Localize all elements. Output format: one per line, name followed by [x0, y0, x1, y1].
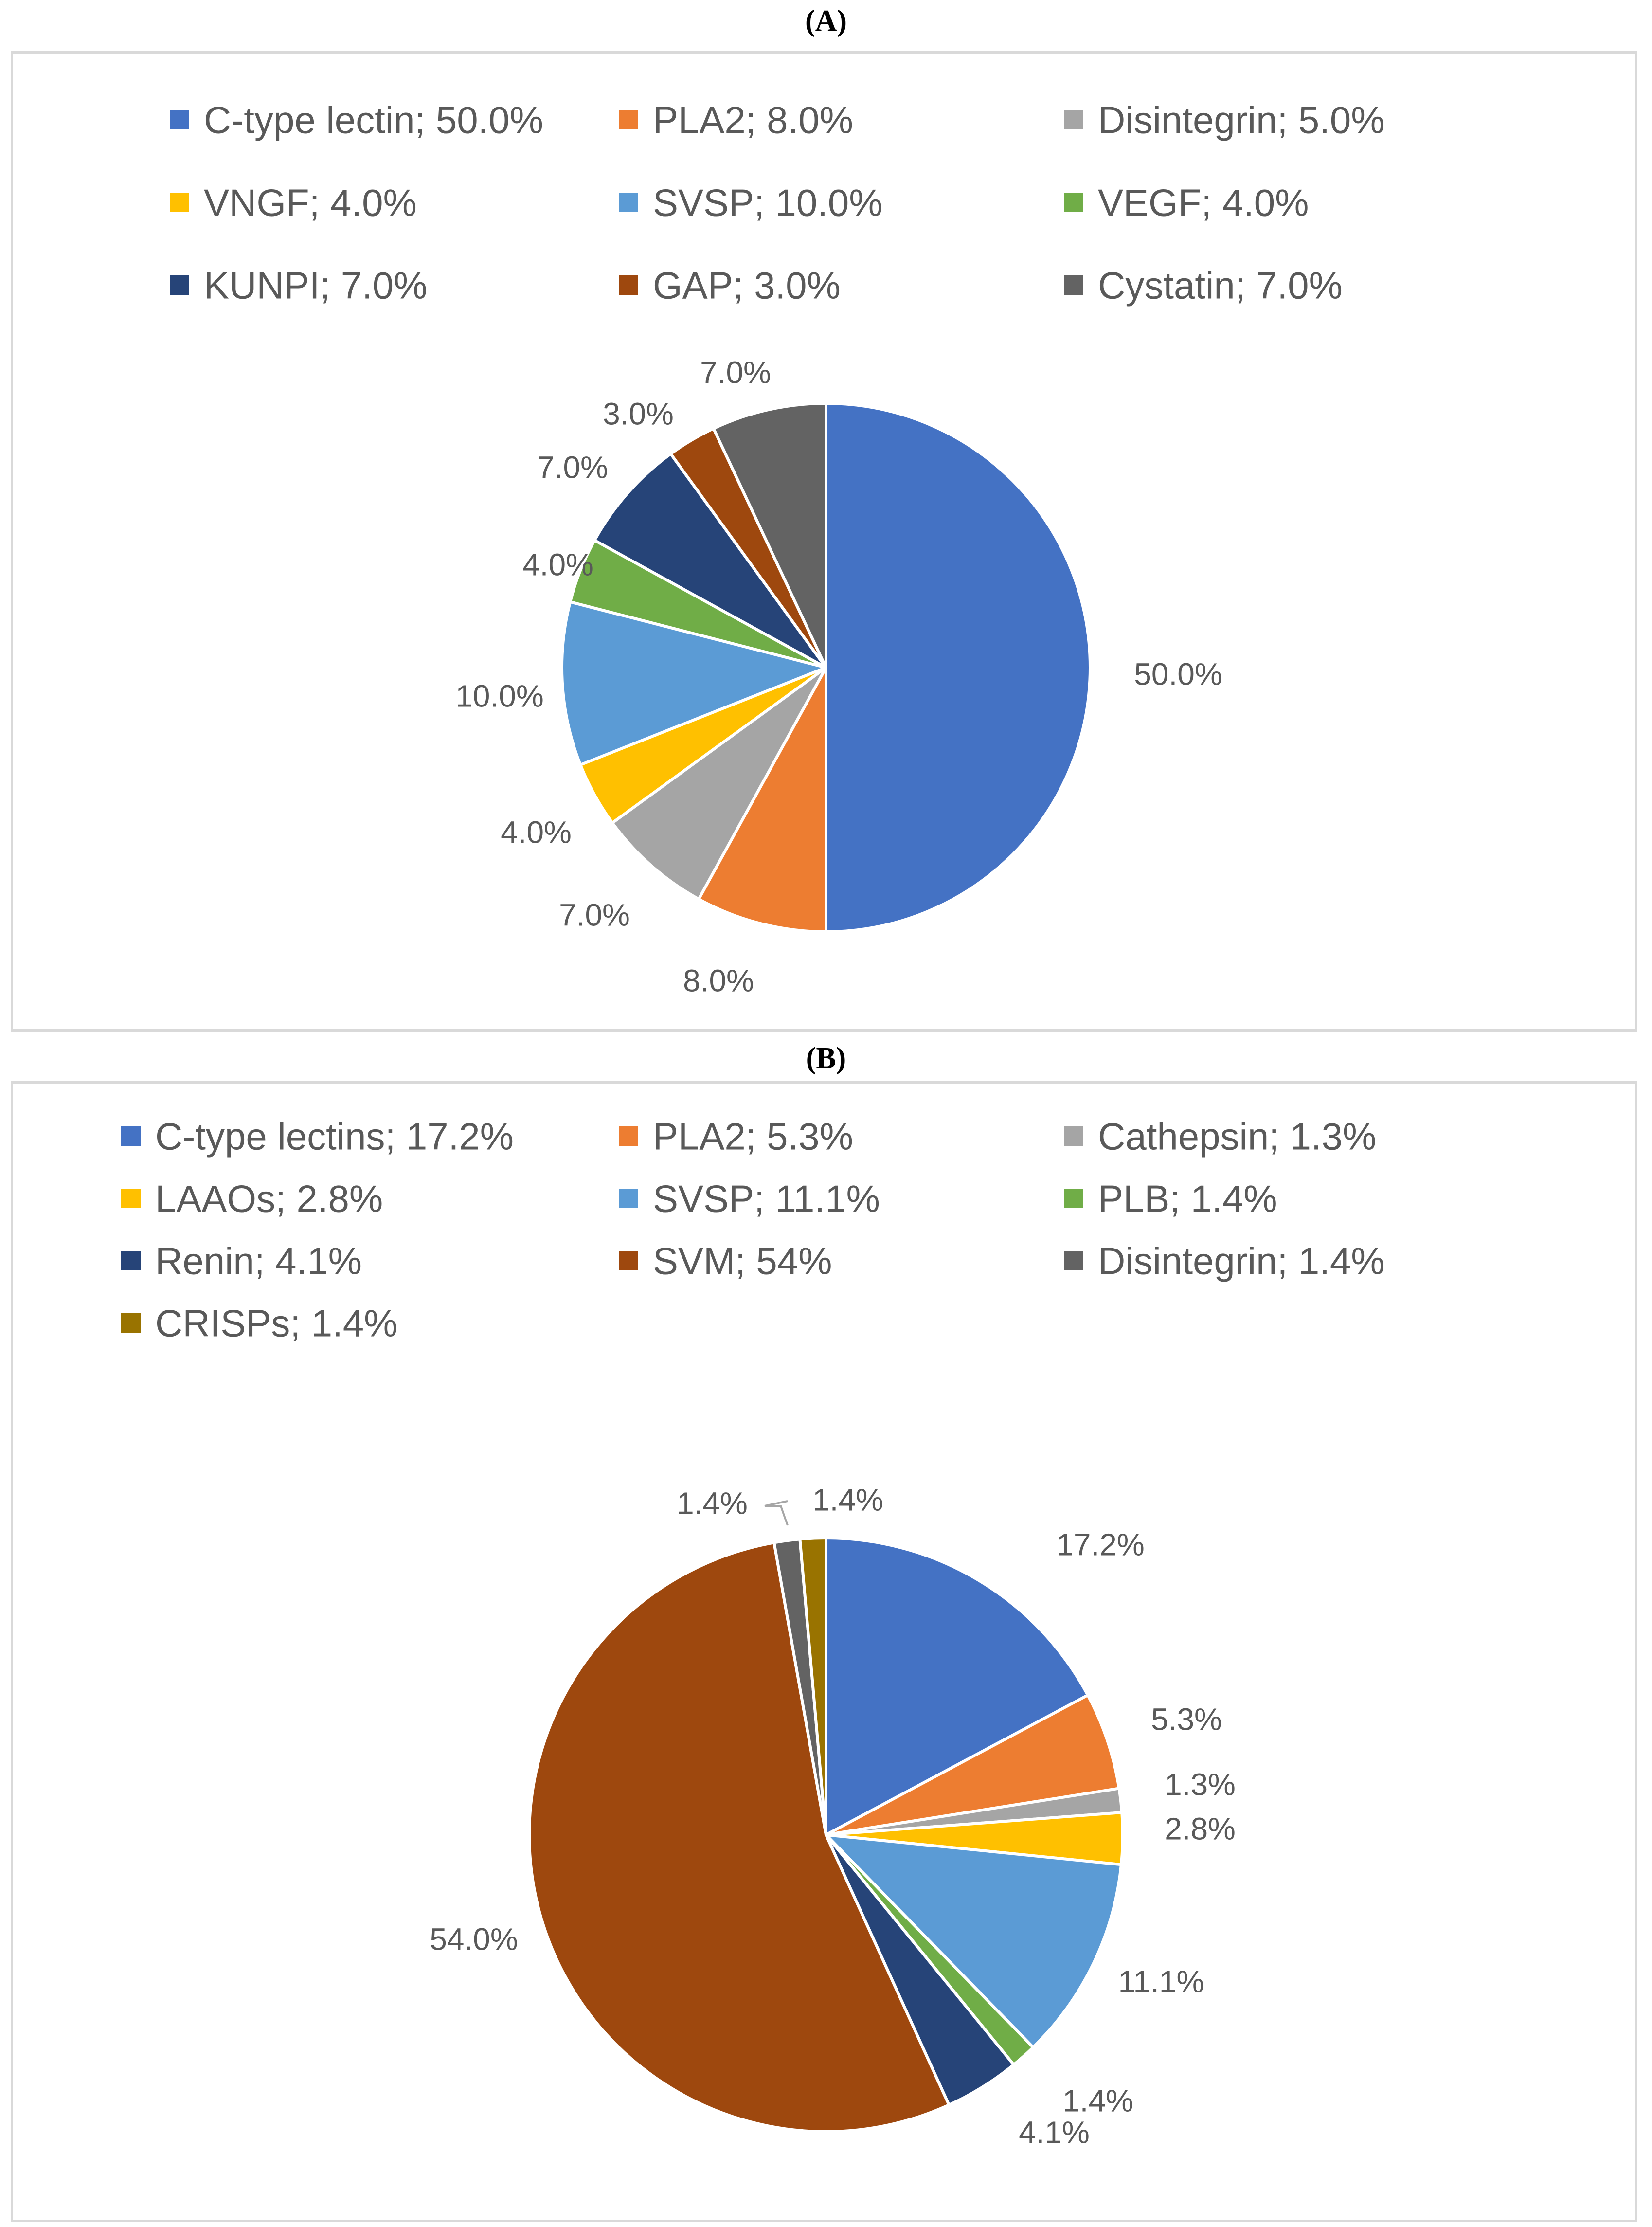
data-labels: 50.0% 8.0% 7.0% 4.0% 10.0% 4.0% 7.0% 3.0% 7.0%: [455, 355, 1222, 998]
legend-label: VNGF; 4.0%: [204, 181, 417, 224]
legend-label: C-type lectin; 50.0%: [204, 98, 543, 141]
data-label: 54.0%: [430, 1921, 518, 1956]
pie-slices: [560, 402, 1092, 933]
legend-swatch: [619, 110, 638, 129]
legend-swatch: [619, 1126, 638, 1146]
pie-slice-c-type-lectin: [825, 402, 1092, 933]
legend-swatch: [1064, 110, 1083, 129]
legend-label: VEGF; 4.0%: [1098, 181, 1309, 224]
pie-slice-disintegrin: [611, 666, 827, 901]
legend-label: Cystatin; 7.0%: [1098, 264, 1343, 307]
pie-chart-a: C-type lectin; 50.0% PLA2; 8.0% Disintegri…: [170, 98, 1385, 998]
leader-line: [764, 1500, 789, 1526]
legend-swatch: [1064, 193, 1083, 212]
data-label: 7.0%: [700, 355, 771, 390]
data-label: 3.0%: [603, 396, 674, 431]
legend-label: Disintegrin; 1.4%: [1098, 1239, 1385, 1282]
legend-label: CRISPs; 1.4%: [155, 1302, 398, 1344]
data-label: 4.1%: [1019, 2115, 1090, 2150]
pie-chart-b: C-type lectins; 17.2% PLA2; 5.3% Cathepsin…: [121, 1115, 1385, 2150]
legend-label: LAAOs; 2.8%: [155, 1177, 383, 1220]
legend-label: PLB; 1.4%: [1098, 1177, 1277, 1220]
data-label: 1.4%: [677, 1485, 748, 1521]
legend-label: SVSP; 11.1%: [653, 1177, 880, 1220]
legend-swatch: [170, 193, 189, 212]
legend-label: GAP; 3.0%: [653, 264, 841, 307]
pie-slices: [528, 1537, 1124, 2133]
legend-swatch: [619, 1251, 638, 1270]
data-label: 17.2%: [1056, 1527, 1144, 1562]
data-label: 7.0%: [537, 450, 608, 485]
panel-a: C-type lectin; 50.0% PLA2; 8.0% Disintegri…: [11, 51, 1637, 1032]
pie-slice-crisps: [798, 1537, 827, 1836]
legend-swatch: [121, 1189, 141, 1208]
pie-slice-c-type-lectins: [825, 1537, 1090, 1836]
legend-label: PLA2; 8.0%: [653, 98, 853, 141]
pie-slice-svm: [528, 1541, 951, 2133]
legend-swatch: [1064, 1126, 1083, 1146]
legend-swatch: [121, 1313, 141, 1333]
legend-swatch: [619, 1189, 638, 1208]
pie-slice-svsp: [825, 1833, 1123, 2049]
legend: C-type lectin; 50.0% PLA2; 8.0% Disintegri…: [170, 98, 1385, 307]
data-label: 1.4%: [812, 1482, 883, 1517]
data-label: 5.3%: [1151, 1702, 1222, 1737]
legend-label: Disintegrin; 5.0%: [1098, 98, 1385, 141]
legend-label: SVM; 54%: [653, 1239, 832, 1282]
legend-swatch: [121, 1251, 141, 1270]
panel-b: C-type lectins; 17.2% PLA2; 5.3% Cathepsin…: [11, 1081, 1637, 2222]
legend-swatch: [1064, 1189, 1083, 1208]
data-label: 7.0%: [559, 897, 630, 932]
legend-swatch: [170, 110, 189, 129]
legend-label: SVSP; 10.0%: [653, 181, 883, 224]
legend-swatch: [121, 1126, 141, 1146]
data-label: 1.4%: [1062, 2083, 1133, 2118]
legend-label: PLA2; 5.3%: [653, 1115, 853, 1158]
data-labels: 17.2%5.3%1.3%2.8%11.1%1.4%4.1%54.0%1.4% 1…: [430, 1482, 1236, 2150]
legend-swatch: [1064, 275, 1083, 295]
data-label: 4.0%: [501, 815, 572, 850]
legend-label: Cathepsin; 1.3%: [1098, 1115, 1376, 1158]
legend-label: Renin; 4.1%: [155, 1239, 362, 1282]
data-label: 1.3%: [1165, 1767, 1236, 1802]
data-label: 8.0%: [683, 963, 754, 998]
pie-slice-cystatin: [712, 402, 827, 669]
pie-slice-pla2: [697, 666, 827, 933]
pie-slice-kunpi: [593, 452, 827, 669]
data-label: 11.1%: [1118, 1964, 1204, 1999]
legend-label: C-type lectins; 17.2%: [155, 1115, 514, 1158]
panel-a-caption: (A): [805, 4, 847, 37]
legend-swatch: [619, 275, 638, 295]
data-label: 2.8%: [1165, 1811, 1236, 1846]
data-label: 10.0%: [455, 678, 543, 713]
legend-swatch: [1064, 1251, 1083, 1270]
legend-swatch: [170, 275, 189, 295]
legend-swatch: [619, 193, 638, 212]
data-label: 50.0%: [1134, 656, 1222, 691]
data-label: 4.0%: [522, 547, 593, 582]
panel-b-caption: (B): [806, 1042, 846, 1075]
legend: C-type lectins; 17.2% PLA2; 5.3% Cathepsin…: [121, 1115, 1385, 1344]
pie-slice-svsp: [560, 600, 827, 766]
legend-label: KUNPI; 7.0%: [204, 264, 428, 307]
